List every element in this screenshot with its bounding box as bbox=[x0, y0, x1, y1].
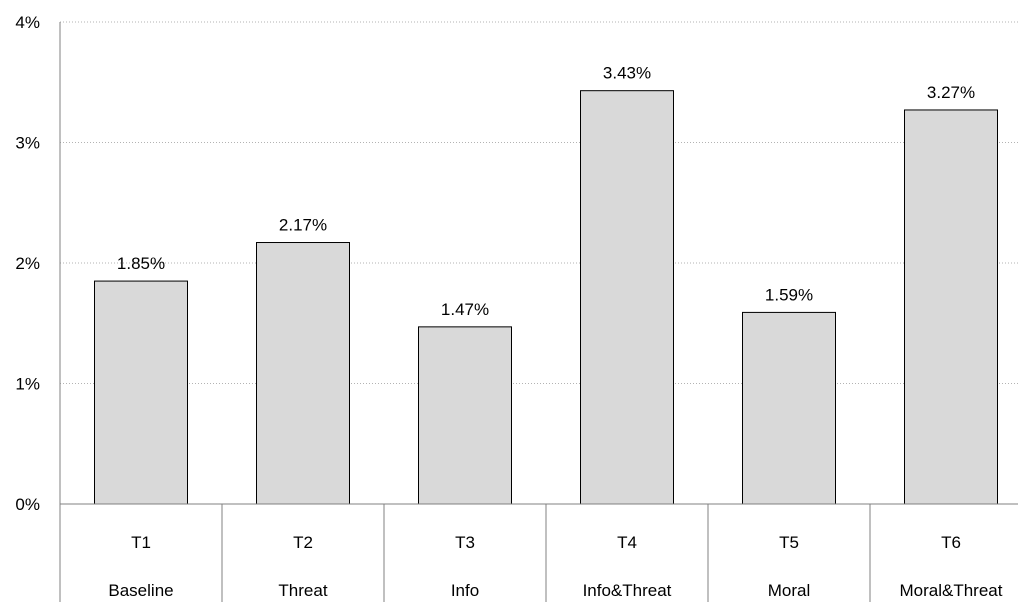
y-tick-label: 0% bbox=[15, 495, 40, 514]
x-tick-sublabel: Info bbox=[451, 581, 479, 600]
x-tick-sublabel: Info&Threat bbox=[583, 581, 672, 600]
data-label: 1.47% bbox=[441, 300, 489, 319]
data-labels: 1.85% 2.17% 1.47% 3.43% 1.59% 3.27% bbox=[117, 64, 975, 319]
x-tick-label: T4 bbox=[617, 533, 637, 552]
bar-t4 bbox=[580, 90, 674, 505]
y-tick-label: 4% bbox=[15, 13, 40, 32]
y-tick-label: 1% bbox=[15, 375, 40, 394]
data-label: 1.85% bbox=[117, 254, 165, 273]
y-tick-label: 3% bbox=[15, 134, 40, 153]
bar-t3 bbox=[418, 326, 512, 505]
data-label: 1.59% bbox=[765, 285, 813, 304]
x-tick-sublabel: Threat bbox=[278, 581, 327, 600]
bar-t2 bbox=[256, 242, 350, 505]
x-tick-label: T3 bbox=[455, 533, 475, 552]
data-label: 3.27% bbox=[927, 83, 975, 102]
data-label: 2.17% bbox=[279, 216, 327, 235]
bar-t1 bbox=[94, 280, 188, 505]
bar-t5 bbox=[742, 311, 836, 505]
bars bbox=[94, 90, 998, 505]
x-tick-label: T5 bbox=[779, 533, 799, 552]
x-axis: T1 Baseline T2 Threat T3 Info T4 Info&Threat T5 M… bbox=[59, 22, 1018, 602]
gridlines bbox=[60, 21, 1018, 384]
y-axis-ticks: 0% 1% 2% 3% 4% bbox=[15, 13, 40, 514]
x-tick-sublabel: Moral&Threat bbox=[900, 581, 1003, 600]
x-tick-label: T6 bbox=[941, 533, 961, 552]
x-tick-label: T1 bbox=[131, 533, 151, 552]
data-label: 3.43% bbox=[603, 64, 651, 83]
x-tick-label: T2 bbox=[293, 533, 313, 552]
x-tick-sublabel: Moral bbox=[768, 581, 811, 600]
bar-t6 bbox=[904, 109, 998, 505]
y-tick-label: 2% bbox=[15, 254, 40, 273]
x-tick-sublabel: Baseline bbox=[108, 581, 173, 600]
